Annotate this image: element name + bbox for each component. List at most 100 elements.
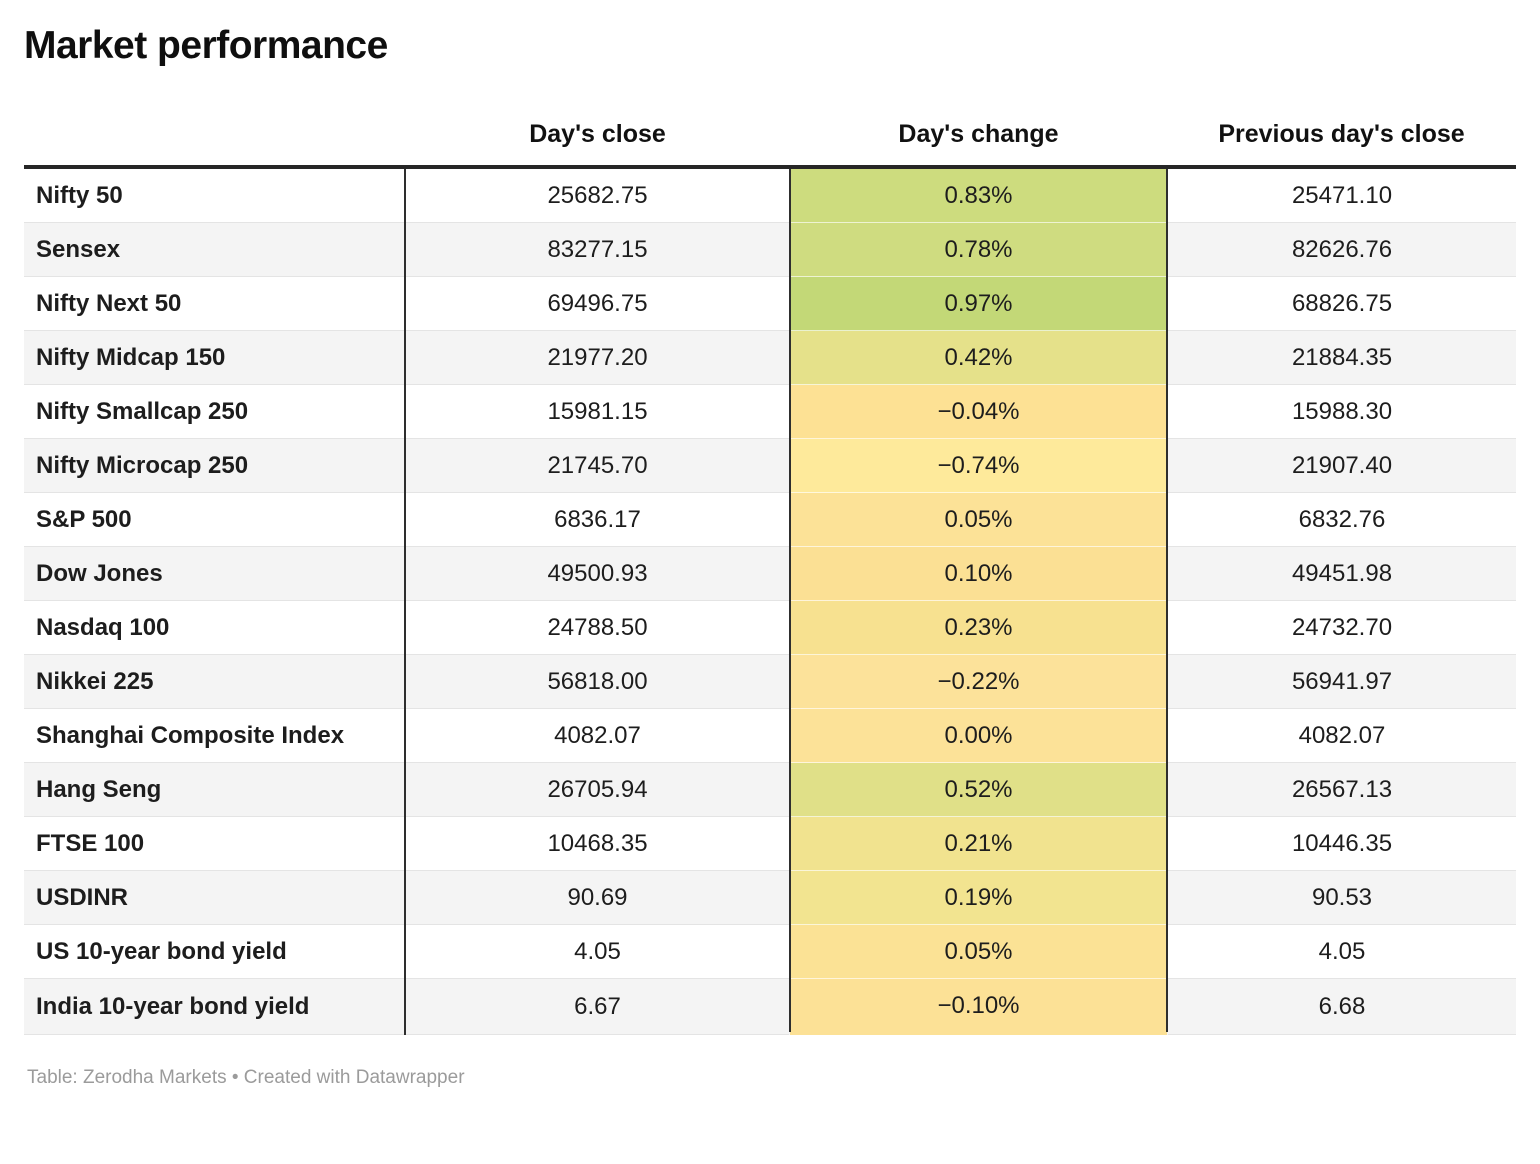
row-label-text: Nifty Smallcap 250	[36, 397, 249, 425]
days-change-value: 0.23%	[789, 600, 1168, 655]
days-change-value: 0.00%	[789, 708, 1168, 763]
days-close-value: 56818.00	[405, 654, 790, 709]
days-close-value: 4082.07	[405, 708, 790, 763]
table-row: Nifty Midcap 150 21977.20 0.42% 21884.35	[24, 330, 1516, 385]
days-close-value: 69496.75	[405, 276, 790, 331]
table-row: Hang Seng 26705.94 0.52% 26567.13	[24, 762, 1516, 817]
days-close-value: 49500.93	[405, 546, 790, 601]
days-change-value: 0.21%	[789, 816, 1168, 871]
table-row: Nifty Microcap 250 21745.70 −0.74% 21907.40	[24, 438, 1516, 493]
days-close-value: 26705.94	[405, 762, 790, 817]
days-close-value: 15981.15	[405, 384, 790, 439]
days-change-value: 0.52%	[789, 762, 1168, 817]
previous-days-close-value: 68826.75	[1167, 276, 1516, 331]
table-row: Nifty Next 50 69496.75 0.97% 68826.75	[24, 276, 1516, 331]
table-row: India 10-year bond yield 6.67 −0.10% 6.68	[24, 978, 1516, 1035]
days-change-value: 0.78%	[789, 222, 1168, 277]
row-label: Nifty 50	[24, 167, 406, 223]
row-label: Nifty Smallcap 250	[24, 384, 406, 439]
previous-days-close-value: 90.53	[1167, 870, 1516, 925]
row-label: Nifty Microcap 250	[24, 438, 406, 493]
table-row: FTSE 100 10468.35 0.21% 10446.35	[24, 816, 1516, 871]
row-label-text: Nikkei 225	[36, 667, 154, 695]
row-label: Nifty Next 50	[24, 276, 406, 331]
previous-days-close-value: 49451.98	[1167, 546, 1516, 601]
row-label-text: Sensex	[36, 235, 121, 263]
row-label: Sensex	[24, 222, 406, 277]
days-change-value: −0.04%	[789, 384, 1168, 439]
row-label-text: FTSE 100	[36, 829, 145, 857]
days-change-value: −0.10%	[789, 978, 1168, 1035]
days-change-value: −0.22%	[789, 654, 1168, 709]
previous-days-close-value: 6832.76	[1167, 492, 1516, 547]
days-change-value: 0.19%	[789, 870, 1168, 925]
table-row: USDINR 90.69 0.19% 90.53	[24, 870, 1516, 925]
row-label: Hang Seng	[24, 762, 406, 817]
page-title: Market performance	[24, 24, 388, 67]
row-label: Nifty Midcap 150	[24, 330, 406, 385]
row-label-text: Dow Jones	[36, 559, 163, 587]
days-change-value: 0.83%	[789, 167, 1168, 223]
row-label: US 10-year bond yield	[24, 924, 406, 979]
previous-days-close-value: 56941.97	[1167, 654, 1516, 709]
table-row: Nifty Smallcap 250 15981.15 −0.04% 15988.30	[24, 384, 1516, 439]
row-label-text: Nifty 50	[36, 181, 123, 209]
previous-days-close-value: 21907.40	[1167, 438, 1516, 493]
days-close-value: 21745.70	[405, 438, 790, 493]
days-change-value: 0.42%	[789, 330, 1168, 385]
row-label: Nasdaq 100	[24, 600, 406, 655]
row-label-text: Nifty Microcap 250	[36, 451, 249, 479]
row-label: S&P 500	[24, 492, 406, 547]
table-row: Nasdaq 100 24788.50 0.23% 24732.70	[24, 600, 1516, 655]
row-label-text: US 10-year bond yield	[36, 937, 287, 965]
row-label-text: India 10-year bond yield	[36, 992, 310, 1020]
row-label: Nikkei 225	[24, 654, 406, 709]
row-label-text: Shanghai Composite Index	[36, 721, 345, 749]
header-row: Day's close Day's change Previous day's …	[24, 120, 1516, 169]
row-label: Shanghai Composite Index	[24, 708, 406, 763]
previous-days-close-value: 21884.35	[1167, 330, 1516, 385]
previous-days-close-value: 24732.70	[1167, 600, 1516, 655]
row-label-text: USDINR	[36, 883, 129, 911]
table-header: Day's close Day's change Previous day's …	[24, 120, 1516, 169]
header-cell-days-change: Day's change	[790, 120, 1167, 169]
row-label-text: S&P 500	[36, 505, 132, 533]
previous-days-close-value: 25471.10	[1167, 167, 1516, 223]
row-label: FTSE 100	[24, 816, 406, 871]
row-label-text: Nasdaq 100	[36, 613, 170, 641]
row-label: India 10-year bond yield	[24, 978, 406, 1035]
days-change-value: 0.05%	[789, 924, 1168, 979]
previous-days-close-value: 10446.35	[1167, 816, 1516, 871]
table-row: Shanghai Composite Index 4082.07 0.00% 4082…	[24, 708, 1516, 763]
row-label-text: Hang Seng	[36, 775, 162, 803]
previous-days-close-value: 26567.13	[1167, 762, 1516, 817]
row-label-text: Nifty Midcap 150	[36, 343, 226, 371]
days-close-value: 4.05	[405, 924, 790, 979]
market-performance-table: Day's close Day's change Previous day's …	[24, 120, 1516, 1037]
previous-days-close-value: 4.05	[1167, 924, 1516, 979]
header-cell-previous-days-close: Previous day's close	[1167, 120, 1516, 169]
days-close-value: 25682.75	[405, 167, 790, 223]
attribution-line: Table: Zerodha Markets • Created with Da…	[27, 1067, 465, 1088]
days-change-value: 0.97%	[789, 276, 1168, 331]
days-change-value: 0.10%	[789, 546, 1168, 601]
table-body: Nifty 50 25682.75 0.83% 25471.10 Sensex 83277…	[24, 167, 1516, 1035]
days-change-value: 0.05%	[789, 492, 1168, 547]
table-row: Nikkei 225 56818.00 −0.22% 56941.97	[24, 654, 1516, 709]
header-cell-blank	[24, 120, 405, 169]
days-close-value: 24788.50	[405, 600, 790, 655]
table-row: Dow Jones 49500.93 0.10% 49451.98	[24, 546, 1516, 601]
previous-days-close-value: 15988.30	[1167, 384, 1516, 439]
table-row: US 10-year bond yield 4.05 0.05% 4.05	[24, 924, 1516, 979]
table-row: S&P 500 6836.17 0.05% 6832.76	[24, 492, 1516, 547]
previous-days-close-value: 6.68	[1167, 978, 1516, 1035]
row-label-text: Nifty Next 50	[36, 289, 182, 317]
row-label: USDINR	[24, 870, 406, 925]
table-row: Sensex 83277.15 0.78% 82626.76	[24, 222, 1516, 277]
days-close-value: 90.69	[405, 870, 790, 925]
days-close-value: 10468.35	[405, 816, 790, 871]
days-change-value: −0.74%	[789, 438, 1168, 493]
row-label: Dow Jones	[24, 546, 406, 601]
previous-days-close-value: 4082.07	[1167, 708, 1516, 763]
